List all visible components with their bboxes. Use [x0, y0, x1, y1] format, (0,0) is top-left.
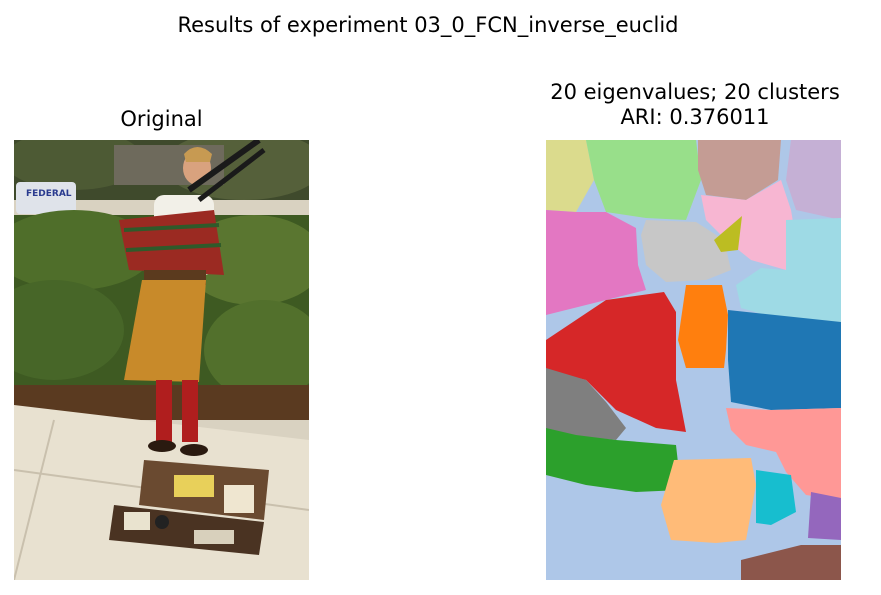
case-sticker — [155, 515, 169, 529]
segmentation-title: 20 eigenvalues; 20 clusters ARI: 0.37601… — [510, 80, 880, 130]
cluster-region — [661, 458, 756, 543]
cluster-region — [701, 180, 796, 270]
cluster-region — [714, 216, 742, 252]
case-sticker — [194, 530, 234, 544]
tartan-stripes — [123, 223, 222, 252]
cluster-region — [546, 210, 646, 315]
piper-shoe-right — [180, 444, 208, 456]
piper-sock-left — [156, 380, 172, 442]
cluster-region — [546, 368, 626, 440]
cluster-region — [808, 492, 841, 540]
sidewalk-joint — [14, 419, 55, 580]
van — [16, 182, 76, 214]
cluster-region — [756, 470, 796, 525]
instrument-case — [109, 460, 269, 555]
cluster-region — [728, 310, 841, 410]
drone-pipe — [197, 148, 266, 202]
original-title: Original — [120, 107, 203, 131]
segmentation-title-line2: ARI: 0.376011 — [620, 105, 770, 129]
bagpiper — [119, 140, 266, 456]
hedge-foliage — [14, 210, 154, 290]
van-logo: FEDERAL — [26, 189, 72, 199]
piper-hair — [184, 147, 212, 162]
hedge-foliage — [204, 300, 309, 400]
hedge-foliage — [14, 280, 124, 380]
bagpipe-bag — [119, 210, 224, 275]
cluster-region — [726, 408, 841, 500]
cluster-region — [698, 140, 781, 200]
figure-suptitle: Results of experiment 03_0_FCN_inverse_e… — [177, 13, 679, 37]
segmentation-map — [546, 140, 841, 580]
segmentation-image — [546, 140, 841, 580]
case-sticker — [124, 512, 150, 530]
drone-pipe — [187, 140, 261, 193]
cluster-region — [741, 545, 841, 580]
original-image: FEDERAL — [14, 140, 309, 580]
original-photo-drawing: FEDERAL — [14, 140, 309, 580]
cluster-region — [786, 140, 841, 220]
cluster-region — [678, 285, 728, 368]
cluster-region — [546, 292, 686, 432]
cluster-region — [736, 218, 841, 322]
cluster-region — [586, 140, 701, 220]
tree-foliage — [14, 140, 144, 190]
cluster-region — [546, 140, 594, 212]
cluster-region — [546, 428, 681, 492]
piper-kilt — [124, 280, 206, 382]
piper-sock-right — [182, 380, 198, 442]
cluster-region — [641, 220, 731, 282]
case-sticker — [224, 485, 254, 513]
piper-shoe-left — [148, 440, 176, 452]
segmentation-title-line1: 20 eigenvalues; 20 clusters — [550, 80, 840, 104]
case-sticker — [174, 475, 214, 497]
